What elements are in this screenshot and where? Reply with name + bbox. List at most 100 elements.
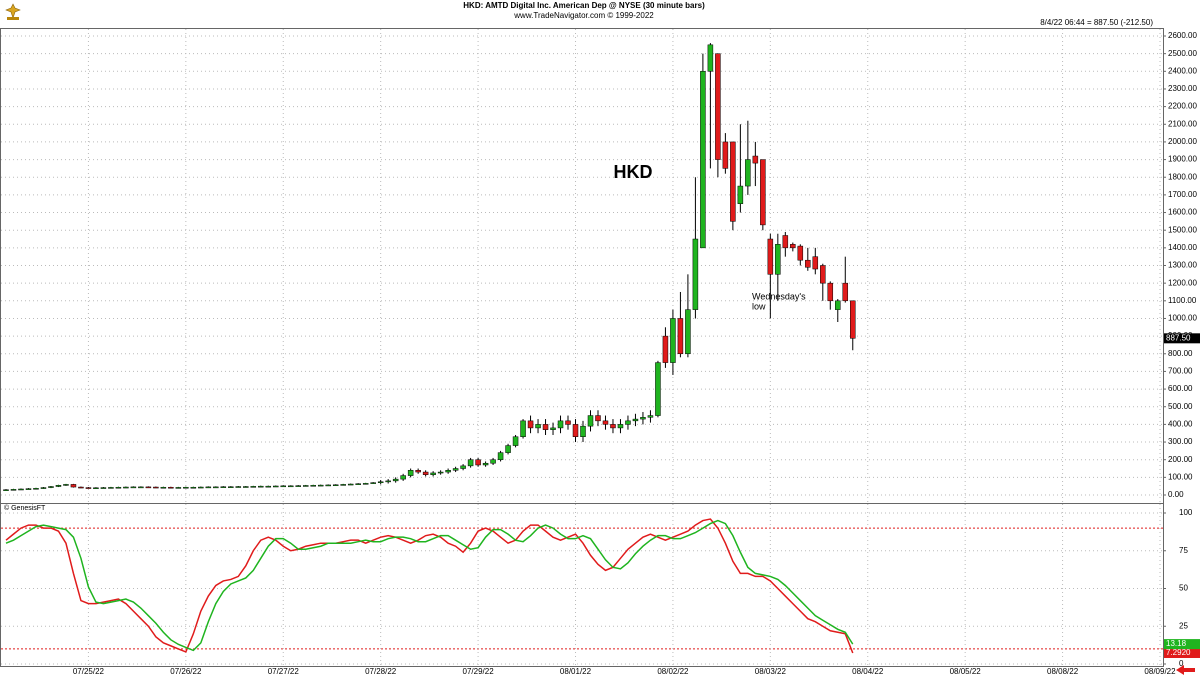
- x-tick-label: 08/08/22: [1047, 667, 1079, 676]
- candle-body: [557, 420, 564, 429]
- x-tick-label: 08/09/22: [1144, 667, 1176, 676]
- candle-body: [198, 486, 204, 489]
- last-price-label: 887.50: [1166, 333, 1191, 342]
- candle-body: [677, 318, 684, 355]
- candle-body: [430, 472, 436, 475]
- last-price-box: [1164, 333, 1200, 344]
- candle-body: [115, 486, 122, 489]
- scroll-arrow[interactable]: [1176, 665, 1195, 675]
- y-tick-label: 2100.00: [1168, 119, 1197, 128]
- candle-body: [752, 155, 759, 164]
- y-tick-label: 0.00: [1168, 490, 1184, 499]
- candle-body: [70, 484, 77, 488]
- y-tick-label: 1800.00: [1168, 172, 1197, 181]
- candle-body: [25, 488, 32, 490]
- candle-body: [452, 468, 459, 471]
- candle-body: [400, 475, 406, 480]
- candle-body: [190, 486, 197, 489]
- candle-body: [362, 483, 369, 485]
- candle-body: [407, 470, 414, 476]
- last-value-box: [1164, 639, 1200, 650]
- y-tick-label: 300.00: [1168, 437, 1193, 446]
- candle-body: [662, 335, 669, 363]
- candle-body: [722, 141, 729, 169]
- candle-body: [130, 486, 137, 489]
- y-tick-label: 500.00: [1168, 402, 1193, 411]
- candle-body: [175, 487, 182, 489]
- candle-body: [617, 424, 624, 429]
- candle-body: [835, 300, 841, 310]
- candle-body: [370, 482, 376, 484]
- x-tick-label: 07/25/22: [73, 667, 105, 676]
- candle-body: [467, 459, 474, 467]
- candle-body: [827, 282, 834, 302]
- y-tick-label: 0: [1179, 659, 1184, 668]
- candle-body: [715, 53, 721, 160]
- candle-body: [805, 259, 811, 268]
- candle-body: [183, 486, 189, 489]
- y-tick-label: 1400.00: [1168, 243, 1197, 252]
- y-tick-label: 100.00: [1168, 472, 1193, 481]
- candle-body: [235, 486, 242, 488]
- chart-subtitle: www.TradeNavigator.com © 1999-2022: [513, 11, 654, 20]
- candle-body: [153, 486, 159, 489]
- candle-body: [850, 300, 856, 339]
- x-tick-label: 08/03/22: [755, 667, 787, 676]
- x-tick-label: 08/01/22: [560, 667, 592, 676]
- candle-body: [10, 489, 17, 491]
- candle-body: [685, 309, 691, 355]
- candle-body: [205, 486, 212, 489]
- y-tick-label: 2600.00: [1168, 31, 1197, 40]
- y-tick-label: 1100.00: [1168, 296, 1197, 305]
- y-tick-label: 1300.00: [1168, 261, 1197, 270]
- candle-body: [475, 459, 481, 466]
- annotation-ticker: HKD: [614, 162, 653, 182]
- candle-body: [820, 265, 826, 284]
- y-tick-label: 1200.00: [1168, 278, 1197, 287]
- candle-body: [490, 459, 496, 464]
- x-tick-label: 08/05/22: [950, 667, 982, 676]
- y-tick-label: 1500.00: [1168, 225, 1197, 234]
- y-tick-label: 1000.00: [1168, 314, 1197, 323]
- candle-body: [595, 415, 601, 422]
- candle-body: [213, 486, 219, 489]
- candle-body: [123, 486, 129, 489]
- candle-body: [325, 484, 331, 487]
- x-tick-label: 07/26/22: [170, 667, 202, 676]
- candle-body: [280, 485, 287, 488]
- candle-body: [392, 478, 399, 482]
- candle-body: [760, 159, 766, 226]
- candle-body: [302, 485, 309, 487]
- annotation-note: low: [752, 301, 766, 311]
- candle-body: [310, 485, 316, 487]
- candle-body: [767, 238, 774, 275]
- candle-body: [55, 485, 62, 487]
- x-tick-label: 07/28/22: [365, 667, 397, 676]
- y-tick-label: 75: [1179, 546, 1188, 555]
- y-tick-label: 2300.00: [1168, 84, 1197, 93]
- y-tick-label: 200.00: [1168, 455, 1193, 464]
- logo: [5, 3, 21, 20]
- candle-body: [512, 436, 519, 446]
- indicator-panel: [0, 503, 1164, 667]
- candle-body: [63, 484, 69, 486]
- candle-body: [48, 486, 54, 488]
- candle-body: [18, 488, 24, 491]
- candle-body: [3, 489, 9, 491]
- candle-body: [535, 424, 541, 429]
- candle-body: [415, 470, 421, 473]
- candle-body: [145, 486, 152, 489]
- y-tick-label: 1700.00: [1168, 190, 1197, 199]
- candle-body: [572, 424, 579, 437]
- candle-body: [228, 486, 234, 488]
- candle-body: [790, 244, 796, 249]
- candle-body: [273, 485, 279, 488]
- candle-body: [745, 159, 751, 187]
- candle-body: [580, 425, 586, 437]
- candle-body: [625, 420, 631, 425]
- candle-body: [355, 483, 361, 485]
- indicator-line: [5, 518, 854, 654]
- y-tick-label: 800.00: [1168, 349, 1193, 358]
